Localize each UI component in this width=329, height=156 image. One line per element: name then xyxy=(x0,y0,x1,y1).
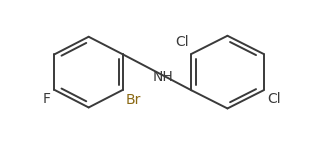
Text: Br: Br xyxy=(126,93,141,107)
Text: F: F xyxy=(42,92,50,106)
Text: NH: NH xyxy=(153,70,174,84)
Text: Cl: Cl xyxy=(267,92,281,106)
Text: Cl: Cl xyxy=(175,35,189,49)
